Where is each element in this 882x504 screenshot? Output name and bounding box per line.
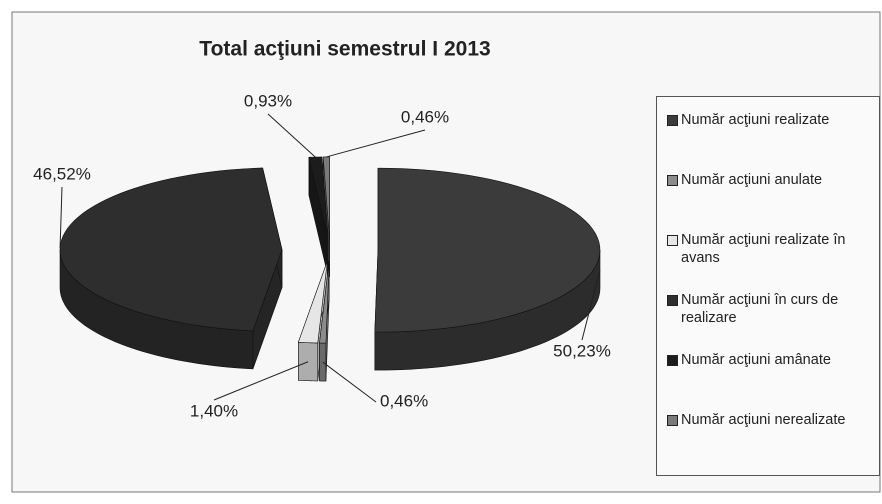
slice xyxy=(297,260,328,344)
legend-label: Număr acţiuni anulate xyxy=(681,172,823,188)
legend-item: Număr acţiuni anulate xyxy=(667,171,875,231)
legend-item: Număr acţiuni realizate în avans xyxy=(667,231,875,291)
leader-line xyxy=(322,361,377,403)
slice xyxy=(322,156,330,239)
leader-line xyxy=(59,186,63,248)
legend-label: Număr acţiuni realizate xyxy=(681,112,830,128)
data-label: 0,46% xyxy=(401,107,449,126)
slice xyxy=(319,261,330,344)
legend: Număr acţiuni realizate Număr acţiuni anu… xyxy=(656,96,880,476)
legend-swatch xyxy=(667,175,678,186)
legend-swatch xyxy=(667,235,678,246)
legend-label: Număr acţiuni în curs de realizare xyxy=(681,292,839,326)
legend-swatch xyxy=(667,295,678,306)
legend-label: Număr acţiuni nerealizate xyxy=(681,412,846,428)
legend-swatch xyxy=(667,415,678,426)
legend-swatch xyxy=(667,115,678,126)
legend-swatch xyxy=(667,355,678,366)
slice-side xyxy=(298,342,319,382)
leader-line xyxy=(326,129,426,158)
leader-line xyxy=(267,113,316,158)
legend-item: Număr acţiuni în curs de realizare xyxy=(667,291,875,351)
data-label: 46,52% xyxy=(33,164,91,183)
data-label: 0,46% xyxy=(380,391,428,410)
slice xyxy=(374,167,601,333)
legend-item: Număr acţiuni realizate xyxy=(667,111,875,171)
data-label: 50,23% xyxy=(553,341,611,360)
legend-item: Număr acţiuni nerealizate xyxy=(667,411,875,471)
legend-item: Număr acţiuni amânate xyxy=(667,351,875,411)
slice-side xyxy=(319,342,327,382)
data-label: 1,40% xyxy=(190,401,238,420)
legend-label: Număr acţiuni amânate xyxy=(681,352,831,368)
legend-label: Număr acţiuni realizate în avans xyxy=(681,232,846,266)
leader-line xyxy=(213,361,309,401)
data-label: 0,93% xyxy=(244,91,292,110)
leader-line xyxy=(581,269,601,341)
chart-title: Total acţiuni semestrul I 2013 xyxy=(199,38,490,61)
